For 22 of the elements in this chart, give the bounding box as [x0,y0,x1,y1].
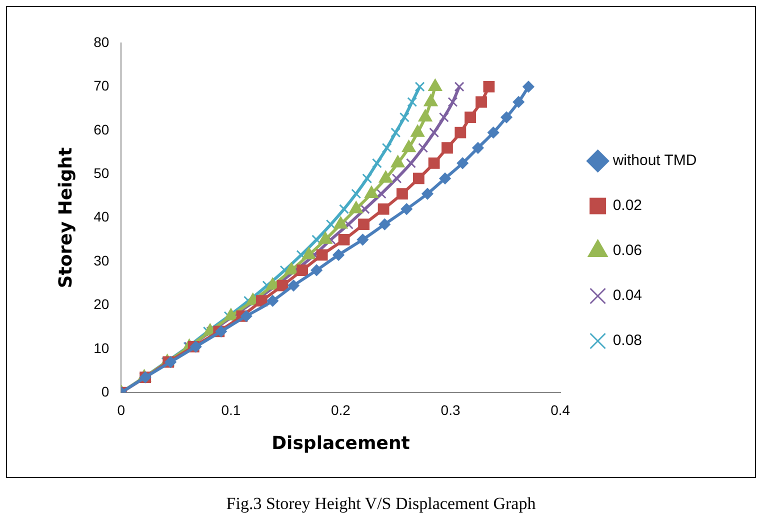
x-tick-label: 0 [117,402,126,418]
x-axis-title: Displacement [272,432,410,454]
y-axis-title: Storey Height [55,147,76,288]
legend-label: 0.02 [612,197,642,214]
y-tick-label: 70 [94,78,110,94]
x-tick-label: 0.3 [440,402,460,418]
y-tick-label: 30 [94,252,110,268]
y-tick-label: 40 [94,208,110,225]
y-tick-label: 50 [94,164,110,181]
legend-label: 0.08 [612,332,642,350]
legend-label: 0.04 [612,287,642,304]
x-tick-label: 0.4 [550,402,570,418]
y-tick-label: 20 [94,296,110,312]
x-tick-label: 0.1 [221,402,241,418]
y-tick-label: 60 [94,121,110,138]
y-tick-label: 10 [94,340,110,356]
y-tick-label: 0 [101,383,110,400]
x-tick-label: 0.2 [331,402,351,418]
y-tick-label: 80 [94,34,110,50]
text: Fig.3 Storey Height V/S Displacement Graph [225,494,537,514]
legend-label: 0.06 [612,242,642,260]
legend-label: without TMD [612,152,697,170]
